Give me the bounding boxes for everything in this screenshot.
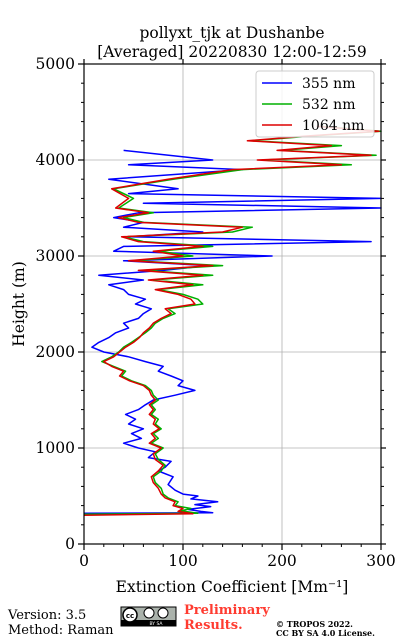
plot-background xyxy=(84,64,381,544)
plot-frame xyxy=(83,63,382,545)
legend-label-1064: 1064 nm xyxy=(302,118,364,134)
cc-license-badge: cc BY SA xyxy=(120,606,177,627)
copyright-line2: CC BY SA 4.0 License. xyxy=(276,628,375,638)
y-tick-label: 0 xyxy=(65,535,75,553)
x-axis-label: Extinction Coefficient [Mm⁻¹] xyxy=(116,578,349,596)
y-tick-label: 2000 xyxy=(36,343,75,361)
y-axis-label: Height (m) xyxy=(10,261,28,347)
sa-icon xyxy=(157,607,169,619)
chart-subtitle: [Averaged] 20220830 12:00-12:59 xyxy=(97,43,367,61)
cc-badge-strip xyxy=(121,620,176,626)
cc-badge-label: BY SA xyxy=(149,621,163,627)
y-tick-label: 5000 xyxy=(36,55,75,73)
legend-label-355: 355 nm xyxy=(302,76,355,92)
legend-box xyxy=(255,70,375,138)
y-tick-label: 1000 xyxy=(36,439,75,457)
method-text: Method: Raman xyxy=(8,623,114,638)
preliminary-label-line2: Results. xyxy=(184,618,243,633)
series-layer xyxy=(83,125,382,516)
by-icon xyxy=(143,607,155,619)
x-tick-label: 300 xyxy=(366,552,396,570)
legend-label-532: 532 nm xyxy=(302,97,355,113)
y-tick-label: 4000 xyxy=(36,151,75,169)
cc-icon-glyph: cc xyxy=(126,612,134,620)
legend: 355 nm 532 nm 1064 nm xyxy=(255,70,375,138)
x-tick-label: 0 xyxy=(79,552,89,570)
version-text: Version: 3.5 xyxy=(7,608,86,623)
y-tick-label: 3000 xyxy=(36,247,75,265)
x-tick-label: 100 xyxy=(168,552,198,570)
copyright-line1: © TROPOS 2022. xyxy=(276,619,353,629)
chart-title: pollyxt_tjk at Dushanbe xyxy=(139,24,324,42)
cc-icon xyxy=(122,607,138,623)
x-tick-label: 200 xyxy=(267,552,297,570)
preliminary-label-line1: Preliminary xyxy=(184,603,270,618)
series-line-1064-nm xyxy=(83,125,380,516)
